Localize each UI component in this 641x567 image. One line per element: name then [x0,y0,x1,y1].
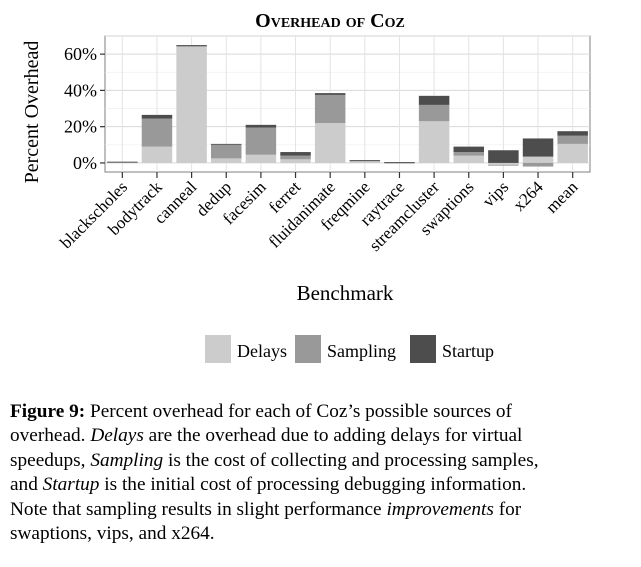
caption-line1: Percent overhead for each of Coz’s possi… [89,401,512,422]
bars [107,45,588,167]
bar-mean-startup [557,131,588,136]
caption-sampling: Sampling [90,449,164,471]
y-tick-label: 20% [64,117,97,137]
bar-dedup-sampling [211,144,242,159]
legend: Delays Sampling Startup [205,335,494,363]
bar-streamcluster-startup [418,95,450,105]
chart-title: Overhead of Coz [255,10,405,32]
bar-fluidanimate-delays [314,123,346,163]
x-tick-label: vips [479,177,512,210]
bar-blackscholes-startup [107,161,138,163]
bar-raytrace-sampling [384,162,415,164]
legend-label-sampling: Sampling [327,341,396,361]
caption-line6: swaptions, vips, and x264. [10,523,215,545]
legend-swatch-delays [205,335,231,363]
legend-swatch-startup [410,335,436,363]
bar-vips-delays [488,162,519,165]
caption-delays: Delays [90,425,144,447]
bar-freqmine-sampling [349,160,381,162]
bar-ferret-startup [280,152,311,156]
bar-vips-startup [488,150,519,163]
x-axis-label: Benchmark [297,281,394,305]
bar-bodytrack-sampling [141,118,173,147]
caption-line3b: is the cost of collecting and processing… [163,449,539,471]
bar-swaptions-sampling [453,152,484,156]
bar-canneal-delays [176,45,207,163]
bar-x264-sampling [522,162,554,167]
legend-label-startup: Startup [442,341,494,361]
y-tick-label: 40% [64,80,97,100]
bar-facesim-startup [245,124,277,128]
caption-line4b: is the initial cost of processing debugg… [99,474,527,496]
bar-canneal-sampling [176,45,207,47]
bar-vips-sampling [488,164,519,166]
bar-facesim-delays [245,154,277,163]
bar-freqmine-startup [349,160,381,161]
bar-bodytrack-delays [141,146,173,163]
bar-dedup-delays [211,158,242,163]
y-tick-label: 0% [73,153,97,173]
bar-canneal-startup [176,45,207,46]
bar-x264-startup [522,138,554,157]
x-axis-ticks: blackscholesbodytrackcannealdedupfacesim… [56,172,582,255]
bar-fluidanimate-sampling [314,94,346,124]
caption-line4a: and [10,474,43,496]
caption-line2b: are the overhead due to adding delays fo… [143,425,523,447]
y-tick-label: 60% [64,44,97,64]
bar-mean-delays [557,143,588,163]
bar-ferret-sampling [280,155,311,160]
legend-label-delays: Delays [237,341,287,361]
y-axis-ticks: 0% 20% 40% 60% [64,44,105,173]
x-tick-label: mean [542,177,582,217]
bar-swaptions-delays [453,155,484,163]
bar-mean-sampling [557,135,588,144]
figure-caption: Figure 9: Percent overhead for each of C… [10,400,632,546]
caption-startup: Startup [42,474,100,496]
bar-x264-delays [522,156,554,163]
bar-freqmine-delays [349,161,381,163]
x-tick-label: x264 [509,177,547,215]
y-axis-label: Percent Overhead [21,41,43,184]
legend-swatch-sampling [295,335,321,363]
bar-ferret-delays [280,159,311,163]
bar-facesim-sampling [245,127,277,155]
caption-line3a: speedups, [10,449,91,471]
caption-line2a: overhead. [10,425,91,447]
caption-label: Figure 9: [10,401,86,422]
bar-bodytrack-startup [141,114,173,119]
caption-line5b: for [493,498,522,520]
overhead-chart: Overhead of Coz Percent Overhead 0% 20% 40… [21,10,591,363]
bar-fluidanimate-startup [314,93,346,95]
bar-dedup-startup [211,143,242,145]
caption-improvements: improvements [386,498,494,520]
caption-line5a: Note that sampling results in slight per… [10,498,387,520]
bar-swaptions-startup [453,146,484,153]
bar-raytrace-startup [384,162,415,163]
bar-streamcluster-delays [418,121,450,163]
bar-streamcluster-sampling [418,104,450,122]
